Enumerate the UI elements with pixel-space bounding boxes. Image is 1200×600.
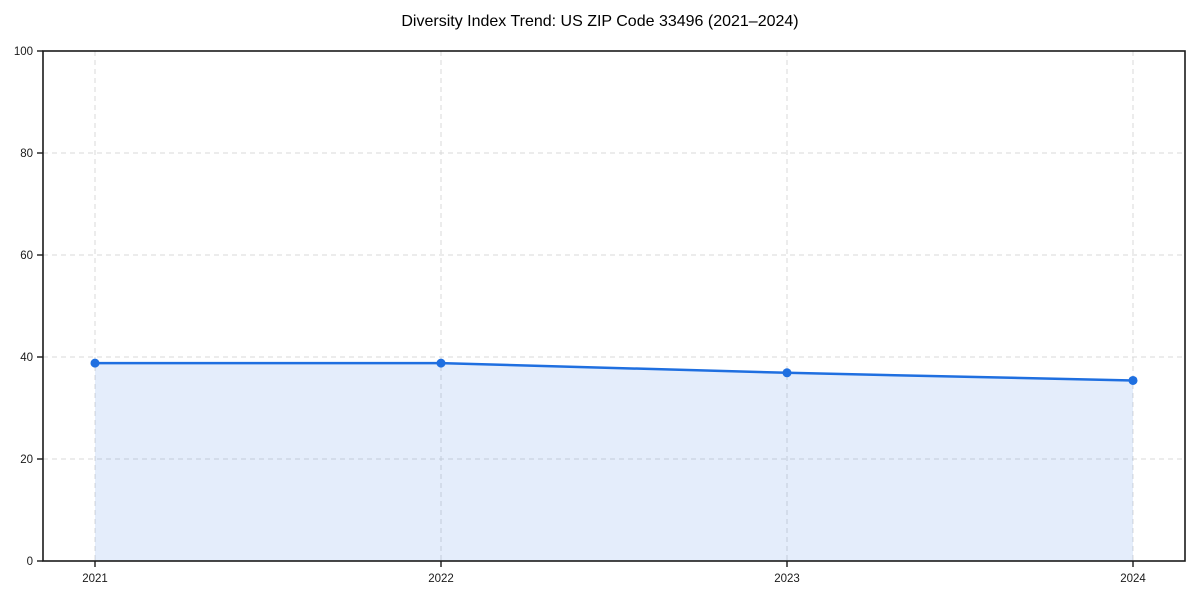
data-point [90,358,100,368]
y-tick-label: 60 [20,250,33,262]
x-tick-label: 2021 [82,573,108,585]
y-axis: 0 20 40 60 80 100 [14,46,43,568]
x-tick-label: 2023 [774,573,800,585]
data-point [436,358,446,368]
data-point [782,368,792,378]
data-markers [90,358,1138,385]
data-line [93,361,1135,382]
grid-lines [43,51,1185,561]
chart-title: Diversity Index Trend: US ZIP Code 33496… [401,13,799,30]
data-area-fill [95,363,1133,561]
y-tick-label: 20 [20,454,33,466]
plot-border [42,50,1186,562]
y-tick-label: 100 [14,46,33,58]
x-tick-label: 2024 [1120,573,1146,585]
y-tick-label: 80 [20,148,33,160]
y-tick-label: 40 [20,352,33,364]
x-tick-label: 2022 [428,573,454,585]
y-tick-label: 0 [27,556,33,568]
x-axis: 2021 2022 2023 2024 [82,561,1146,585]
data-point [1128,375,1138,385]
